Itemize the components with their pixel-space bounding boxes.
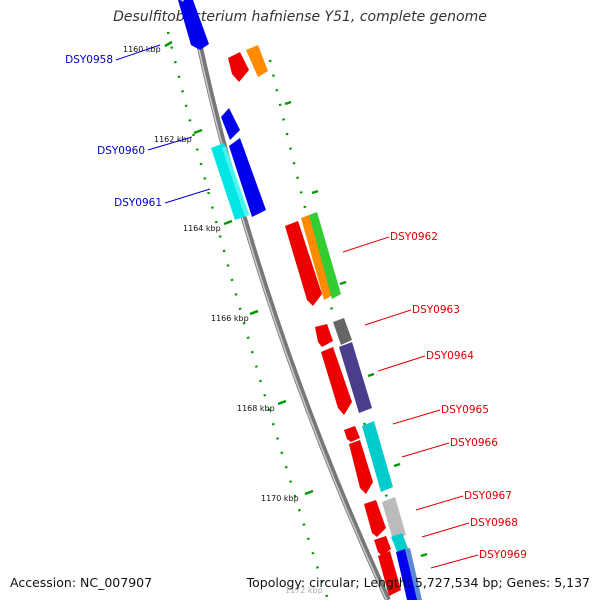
tick-label-1162: 1162 kbp <box>154 135 192 144</box>
gene-block <box>405 548 422 600</box>
gene-label-dsy0968: DSY0968 <box>470 517 518 529</box>
gene-block <box>228 52 249 82</box>
genome-backbone <box>187 0 391 600</box>
gene-block <box>382 497 406 540</box>
tick-mark <box>304 489 314 496</box>
gene-block <box>221 108 240 140</box>
gene-block <box>396 549 418 600</box>
tick-label-1164: 1164 kbp <box>183 224 221 233</box>
leader-line <box>421 522 470 538</box>
gene-block <box>178 0 209 50</box>
tick-mark <box>311 189 319 195</box>
tick-mark <box>420 552 428 558</box>
gene-block <box>309 212 341 299</box>
gene-block <box>321 347 352 415</box>
leader-line <box>364 309 412 326</box>
gene-block <box>378 551 401 596</box>
scale-track-left <box>166 31 330 600</box>
gene-label-dsy0961: DSY0961 <box>114 197 162 209</box>
gene-block <box>344 426 360 442</box>
tick-mark <box>393 462 401 468</box>
tick-label-1170: 1170 kbp <box>261 494 299 503</box>
gene-label-dsy0967: DSY0967 <box>464 490 512 502</box>
major-ticks <box>164 40 428 558</box>
gene-block <box>333 318 352 345</box>
gene-label-dsy0958: DSY0958 <box>65 54 113 66</box>
tick-label-1166: 1166 kbp <box>211 314 249 323</box>
leader-line <box>115 44 161 61</box>
gene-label-dsy0965: DSY0965 <box>441 404 489 416</box>
tick-label-1172: 1172 kbp <box>285 586 323 595</box>
leader-line <box>342 236 390 253</box>
leader-line <box>401 442 450 458</box>
gene-label-dsy0963: DSY0963 <box>412 304 460 316</box>
gene-block <box>301 215 333 300</box>
gene-label-dsy0962: DSY0962 <box>390 231 438 243</box>
tick-mark <box>249 309 259 316</box>
gene-block <box>362 421 393 492</box>
gene-block <box>285 221 322 306</box>
forward-strand-features <box>228 45 422 600</box>
tick-mark <box>223 219 233 226</box>
leader-line <box>392 409 441 425</box>
gene-block <box>229 138 266 217</box>
gene-label-dsy0964: DSY0964 <box>426 350 474 362</box>
gene-block <box>339 342 372 413</box>
leader-line <box>415 495 464 511</box>
leader-line <box>164 188 211 204</box>
gene-block <box>222 146 250 217</box>
leader-line <box>147 136 193 151</box>
gene-label-dsy0966: DSY0966 <box>450 437 498 449</box>
gene-label-dsy0969: DSY0969 <box>479 549 527 561</box>
gene-block <box>349 440 373 494</box>
genome-summary-text: Topology: circular; Length: 5,727,534 bp… <box>246 575 590 590</box>
gene-block <box>391 533 409 554</box>
gene-block <box>374 536 391 556</box>
tick-mark <box>277 399 287 406</box>
tick-label-1168: 1168 kbp <box>237 404 275 413</box>
tick-labels: 1160 kbp 1162 kbp 1164 kbp 1166 kbp 1168… <box>123 45 323 595</box>
gene-block <box>246 45 268 77</box>
gene-labels: DSY0958 DSY0960 DSY0961 DSY0962 DSY0963 … <box>65 54 527 561</box>
gene-block <box>315 324 333 347</box>
gene-label-dsy0960: DSY0960 <box>97 145 145 157</box>
tick-mark <box>164 40 173 48</box>
reverse-strand-features <box>178 0 266 220</box>
gene-block <box>180 0 184 2</box>
tick-mark <box>367 372 375 378</box>
tick-mark <box>193 128 203 135</box>
tick-mark <box>339 280 347 286</box>
map-title: Desulfitobacterium hafniense Y51, comple… <box>113 9 487 25</box>
tick-label-1160: 1160 kbp <box>123 45 161 54</box>
accession-text: Accession: NC_007907 <box>10 575 153 590</box>
gene-block <box>364 500 386 537</box>
label-leaders <box>115 44 479 569</box>
tick-mark <box>284 100 292 106</box>
gene-block <box>211 143 249 220</box>
leader-line <box>377 355 426 372</box>
leader-line <box>430 554 479 569</box>
